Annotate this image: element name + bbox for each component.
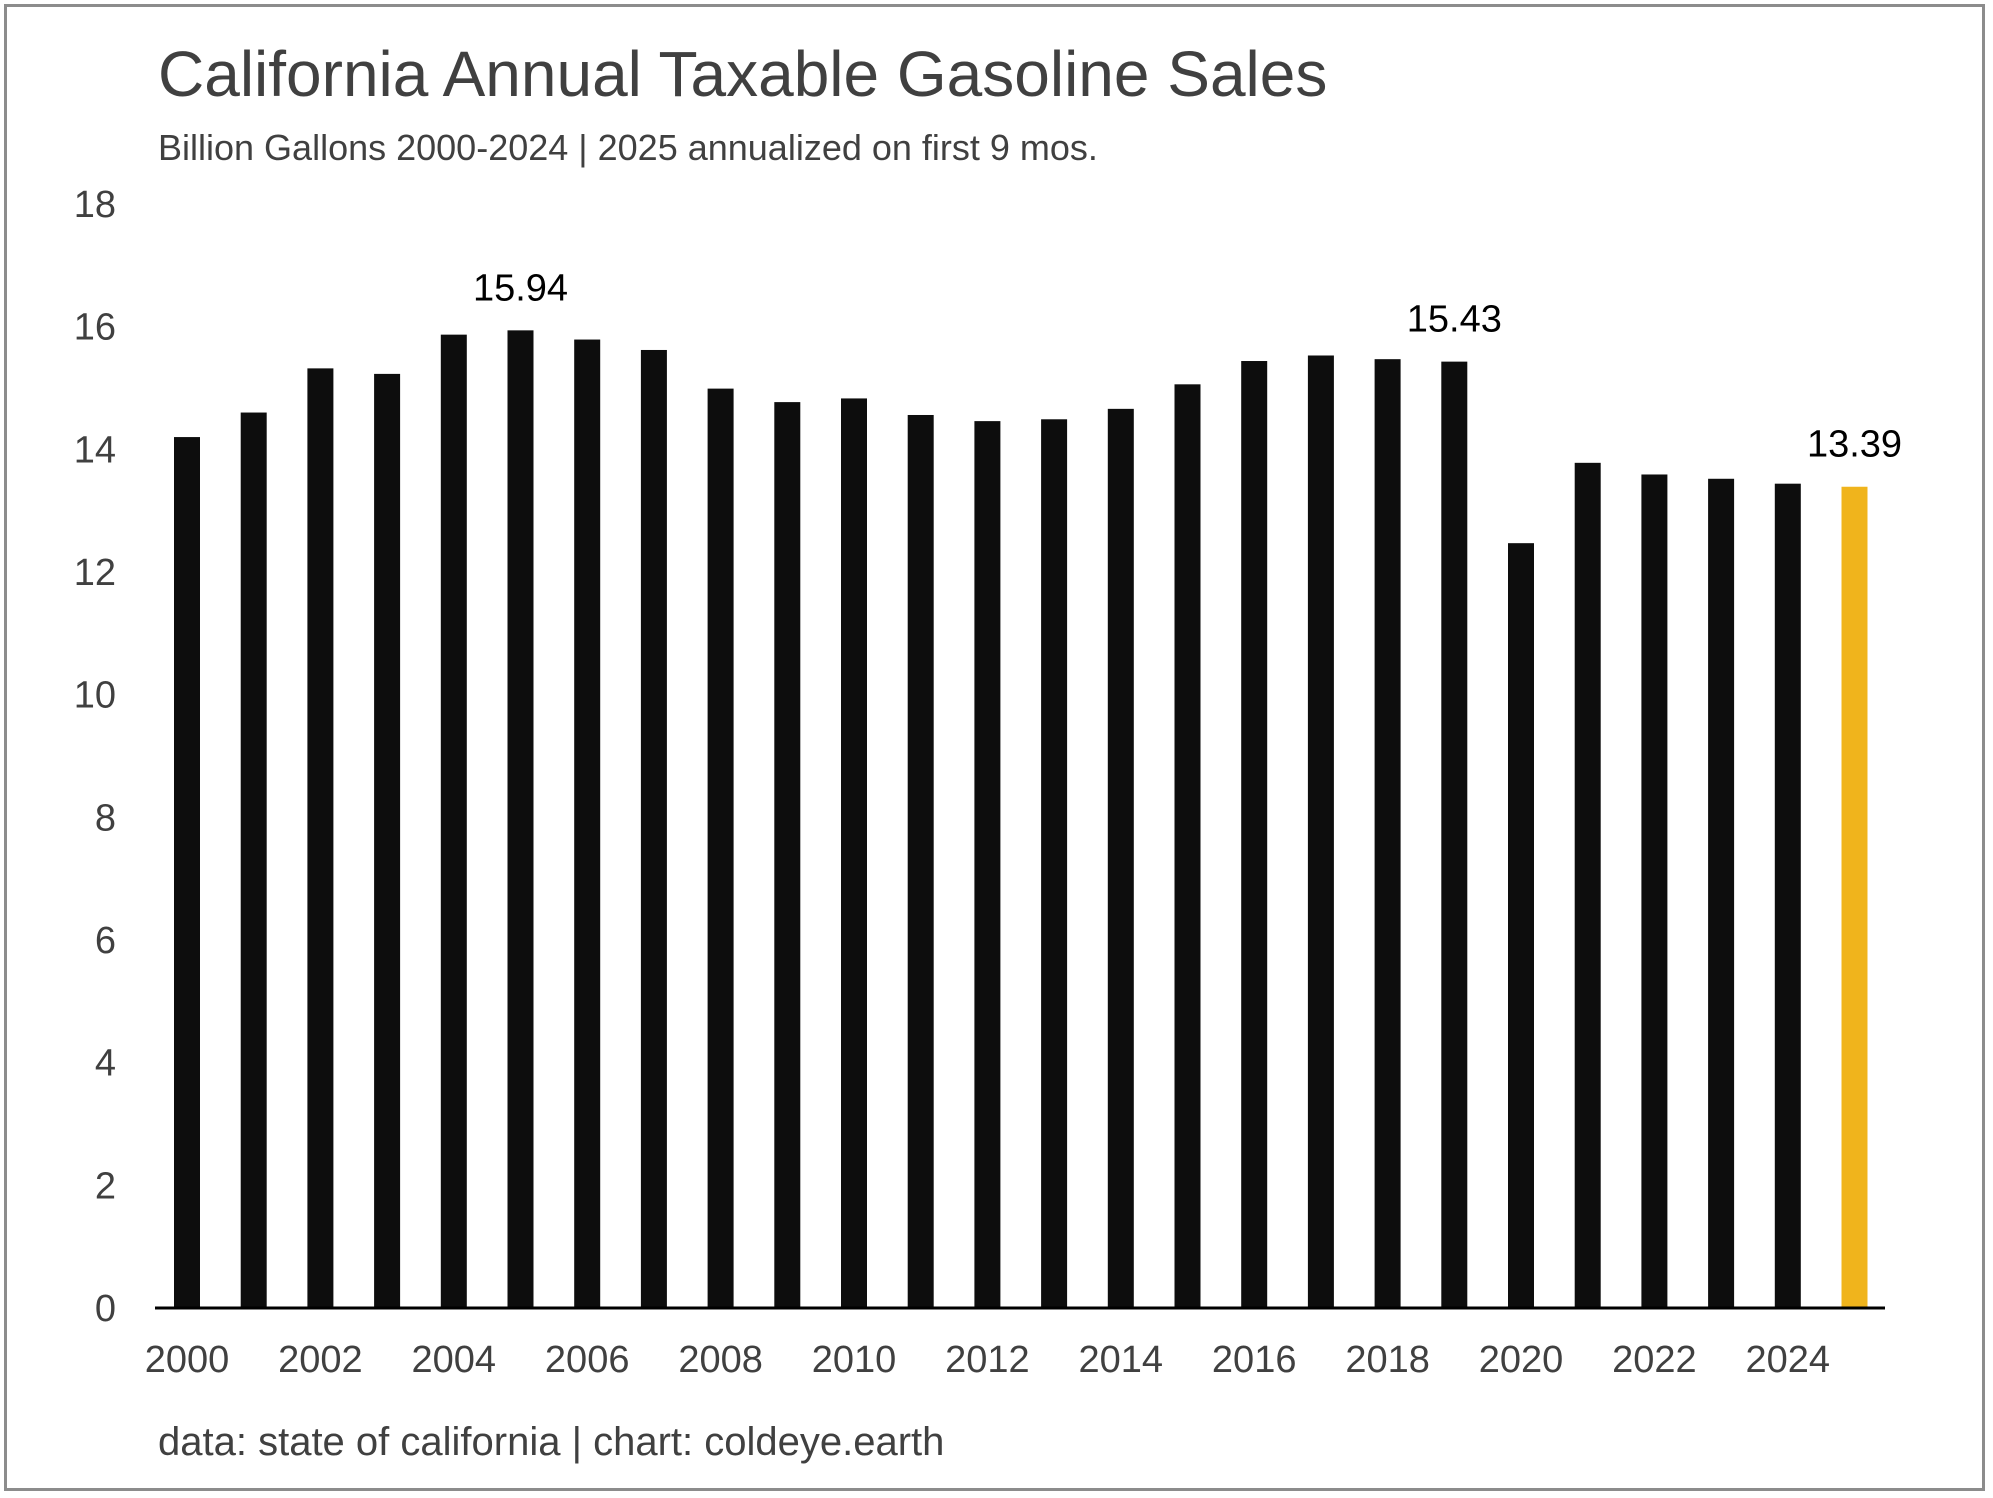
bar-2000: [174, 437, 200, 1309]
bar-2017: [1307, 355, 1334, 1308]
y-tick-label: 10: [74, 675, 116, 717]
x-tick-label: 2010: [812, 1339, 897, 1381]
bar-2001: [240, 412, 267, 1308]
x-tick-label: 2008: [678, 1339, 763, 1381]
bar-2008: [707, 388, 734, 1308]
bar-2007: [640, 349, 667, 1308]
bar-2004: [440, 334, 467, 1308]
bar-2006: [574, 339, 601, 1309]
chart-subtitle: Billion Gallons 2000-2024 | 2025 annuali…: [158, 127, 1098, 168]
bar-2009: [774, 402, 801, 1308]
y-tick-label: 0: [95, 1288, 116, 1330]
x-tick-label: 2000: [145, 1339, 230, 1381]
x-tick-label: 2014: [1079, 1339, 1164, 1381]
data-label: 15.43: [1407, 299, 1502, 341]
y-tick-label: 8: [95, 797, 116, 839]
bar-2024: [1774, 483, 1801, 1308]
x-tick-label: 2018: [1345, 1339, 1430, 1381]
x-tick-label: 2012: [945, 1339, 1030, 1381]
bar-2023: [1708, 478, 1735, 1309]
bar-2013: [1041, 419, 1068, 1308]
bar-2003: [374, 373, 401, 1309]
data-label: 15.94: [473, 267, 568, 309]
x-tick-label: 2002: [278, 1339, 363, 1381]
x-tick-label: 2022: [1612, 1339, 1697, 1381]
bar-2011: [907, 414, 934, 1308]
data-label: 13.39: [1807, 424, 1902, 466]
y-tick-label: 16: [74, 307, 116, 349]
bar-2012: [974, 421, 1001, 1308]
x-tick-label: 2020: [1479, 1339, 1564, 1381]
bar-2002: [307, 368, 334, 1309]
x-tick-label: 2016: [1212, 1339, 1297, 1381]
x-tick-label: 2004: [412, 1339, 497, 1381]
chart-title: California Annual Taxable Gasoline Sales: [158, 38, 1328, 110]
y-tick-label: 14: [74, 429, 116, 471]
bar-2014: [1107, 408, 1134, 1308]
bar-2005: [507, 330, 534, 1308]
source-note: data: state of california | chart: colde…: [158, 1420, 945, 1464]
bar-2016: [1241, 361, 1268, 1309]
bar-2020: [1508, 543, 1534, 1308]
y-tick-label: 18: [74, 184, 116, 226]
x-tick-label: 2024: [1746, 1339, 1831, 1381]
bar-2022: [1641, 474, 1668, 1309]
bar-2019: [1441, 361, 1468, 1308]
bar-2010: [841, 398, 867, 1309]
bar-2015: [1174, 384, 1201, 1308]
y-tick-label: 2: [95, 1165, 116, 1207]
bar-2018: [1374, 359, 1401, 1308]
x-tick-label: 2006: [545, 1339, 630, 1381]
y-tick-label: 12: [74, 552, 116, 594]
y-tick-label: 4: [95, 1043, 116, 1085]
bar-2025: [1841, 486, 1868, 1308]
bar-2021: [1574, 462, 1601, 1308]
y-tick-label: 6: [95, 920, 116, 962]
